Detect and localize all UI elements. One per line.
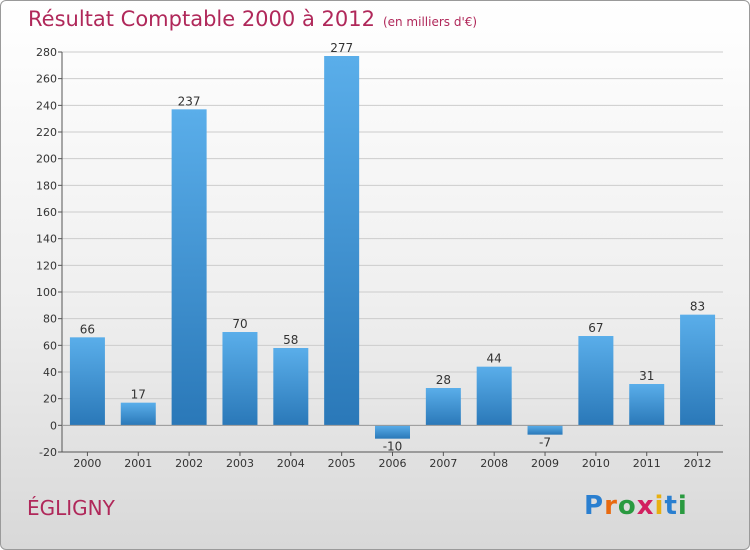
x-tick-label: 2003 xyxy=(226,457,254,470)
bar xyxy=(222,332,258,426)
y-tick-label: 220 xyxy=(36,126,57,139)
y-tick-label: 140 xyxy=(36,233,57,246)
data-label: 70 xyxy=(232,317,247,331)
x-tick-label: 2001 xyxy=(124,457,152,470)
chart-subtitle: (en milliers d'€) xyxy=(382,15,478,29)
data-label: 277 xyxy=(330,41,353,55)
data-label: 58 xyxy=(283,333,298,347)
bar xyxy=(324,56,360,426)
bar xyxy=(629,384,665,426)
x-tick-label: 2007 xyxy=(429,457,457,470)
y-tick-label: 100 xyxy=(36,286,57,299)
data-label: -7 xyxy=(539,436,551,450)
x-tick-label: 2002 xyxy=(175,457,203,470)
data-label: 44 xyxy=(487,352,502,366)
bar xyxy=(578,336,614,426)
y-tick-label: 0 xyxy=(50,419,57,432)
y-tick-label: 280 xyxy=(36,46,57,59)
x-tick-label: 2000 xyxy=(73,457,101,470)
y-tick-label: 80 xyxy=(43,313,57,326)
bar xyxy=(425,388,461,426)
y-tick-label: 160 xyxy=(36,206,57,219)
bar xyxy=(171,109,207,426)
logo-letter: t xyxy=(664,491,678,521)
logo-letter: i xyxy=(654,491,665,521)
logo-letter: i xyxy=(677,491,688,521)
x-tick-label: 2005 xyxy=(328,457,356,470)
bar xyxy=(120,402,156,426)
bar xyxy=(527,425,563,435)
city-name: ÉGLIGNY xyxy=(27,496,115,520)
x-tick-label: 2012 xyxy=(684,457,712,470)
x-tick-label: 2010 xyxy=(582,457,610,470)
y-tick-label: 120 xyxy=(36,259,57,272)
data-label: 31 xyxy=(639,369,654,383)
x-tick-label: 2006 xyxy=(379,457,407,470)
y-tick-label: 180 xyxy=(36,179,57,192)
x-tick-label: 2009 xyxy=(531,457,559,470)
proxiti-logo: Proxiti xyxy=(584,491,688,521)
data-label: 83 xyxy=(690,300,705,314)
logo-letter: o xyxy=(617,491,637,521)
y-tick-label: 240 xyxy=(36,99,57,112)
logo-letter: r xyxy=(604,491,618,521)
y-tick-label: 20 xyxy=(43,393,57,406)
y-tick-label: 60 xyxy=(43,339,57,352)
bar xyxy=(476,366,512,426)
data-label: 66 xyxy=(80,322,95,336)
y-tick-label: 260 xyxy=(36,73,57,86)
logo-letter: P xyxy=(584,491,605,521)
x-tick-label: 2008 xyxy=(480,457,508,470)
bar xyxy=(375,425,410,439)
data-label: -10 xyxy=(383,440,403,454)
data-label: 17 xyxy=(131,388,146,402)
data-label: 28 xyxy=(436,373,451,387)
bar xyxy=(680,314,716,426)
data-label: 67 xyxy=(588,321,603,335)
bar xyxy=(69,337,105,426)
data-label: 237 xyxy=(178,94,201,108)
y-tick-label: 40 xyxy=(43,366,57,379)
y-tick-label: -20 xyxy=(39,446,57,459)
bar xyxy=(273,348,309,426)
chart-title: Résultat Comptable 2000 à 2012 (en millie… xyxy=(28,7,478,31)
logo-letter: x xyxy=(636,491,655,521)
x-tick-label: 2011 xyxy=(633,457,661,470)
x-tick-label: 2004 xyxy=(277,457,305,470)
y-tick-label: 200 xyxy=(36,153,57,166)
